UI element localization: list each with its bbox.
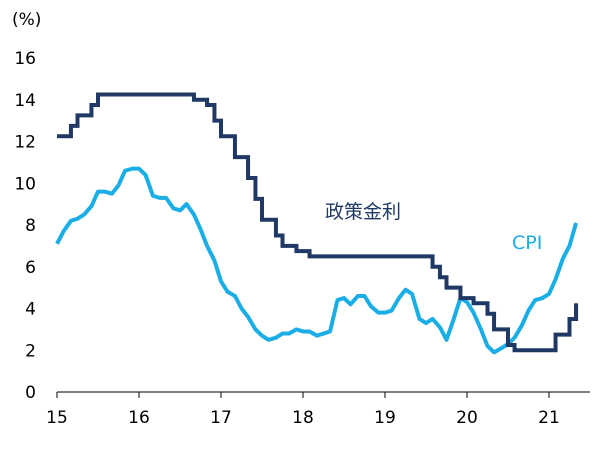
series-layer	[55, 92, 579, 355]
x-tick-label: 19	[374, 408, 396, 428]
y-tick-label: 14	[14, 91, 36, 111]
series-cpi-line	[55, 166, 578, 355]
y-tick-label: 12	[14, 133, 36, 153]
x-axis-ticks: 15 16 17 18 19 20 21	[46, 392, 560, 428]
x-tick-label: 16	[128, 408, 150, 428]
y-tick-label: 16	[14, 49, 36, 69]
y-tick-label: 0	[25, 383, 36, 403]
series-policy-rate-line	[57, 92, 579, 353]
x-tick-label: 15	[46, 408, 68, 428]
y-tick-label: 4	[25, 300, 36, 320]
x-tick-label: 21	[538, 408, 560, 428]
y-tick-label: 6	[25, 258, 36, 278]
y-axis-ticks: 0 2 4 6 8 10 12 14 16	[14, 49, 36, 403]
y-tick-label: 10	[14, 174, 36, 194]
series-label-cpi: CPI	[512, 232, 542, 254]
y-tick-label: 2	[25, 341, 36, 361]
x-tick-label: 20	[456, 408, 478, 428]
x-tick-label: 17	[210, 408, 232, 428]
y-tick-label: 8	[25, 216, 36, 236]
x-tick-label: 18	[292, 408, 314, 428]
y-axis-unit-label: (%)	[12, 10, 41, 30]
series-label-policy-rate: 政策金利	[325, 201, 401, 223]
